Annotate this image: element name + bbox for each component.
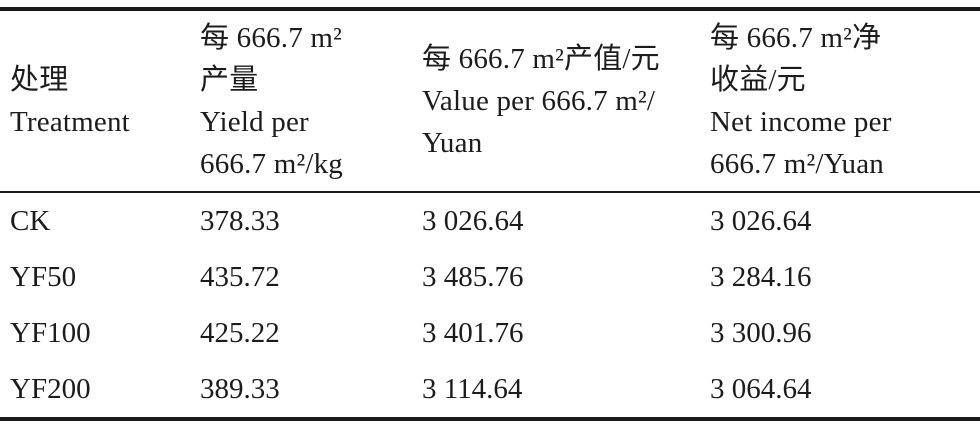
cell-yield: 425.22: [200, 316, 280, 349]
header-treatment: 处理 Treatment: [10, 64, 130, 138]
cell-net-income: 3 284.16: [710, 260, 812, 293]
cell-treatment: CK: [10, 204, 51, 237]
table-row: YF200 389.33 3 114.64 3 064.64: [0, 361, 980, 417]
table-row: CK 378.33 3 026.64 3 026.64: [0, 193, 980, 249]
header-net-income: 每 666.7 m²净 收益/元 Net income per 666.7 m²…: [710, 22, 892, 180]
cell-value: 3 026.64: [422, 204, 524, 237]
cell-net-income: 3 300.96: [710, 316, 812, 349]
cell-net-income: 3 026.64: [710, 204, 812, 237]
cell-yield: 389.33: [200, 372, 280, 405]
table-header-rule: [0, 191, 980, 193]
cell-value: 3 114.64: [422, 372, 523, 405]
header-yield: 每 666.7 m² 产量 Yield per 666.7 m²/kg: [200, 22, 344, 180]
cell-yield: 435.72: [200, 260, 280, 293]
cell-net-income: 3 064.64: [710, 372, 812, 405]
table-header-row: 处理 Treatment 每 666.7 m² 产量 Yield per 666…: [0, 11, 980, 191]
table-top-rule: [0, 7, 980, 11]
cell-yield: 378.33: [200, 204, 280, 237]
table-bottom-rule: [0, 417, 980, 421]
cell-value: 3 485.76: [422, 260, 524, 293]
table-body: CK 378.33 3 026.64 3 026.64 YF50 435.72 …: [0, 193, 980, 417]
cell-treatment: YF100: [10, 316, 91, 349]
header-value: 每 666.7 m²产值/元 Value per 666.7 m²/ Yuan: [422, 43, 660, 159]
cell-value: 3 401.76: [422, 316, 524, 349]
cell-treatment: YF200: [10, 372, 91, 405]
paper-table: 处理 Treatment 每 666.7 m² 产量 Yield per 666…: [0, 7, 980, 421]
cell-treatment: YF50: [10, 260, 77, 293]
table-row: YF100 425.22 3 401.76 3 300.96: [0, 305, 980, 361]
table-row: YF50 435.72 3 485.76 3 284.16: [0, 249, 980, 305]
